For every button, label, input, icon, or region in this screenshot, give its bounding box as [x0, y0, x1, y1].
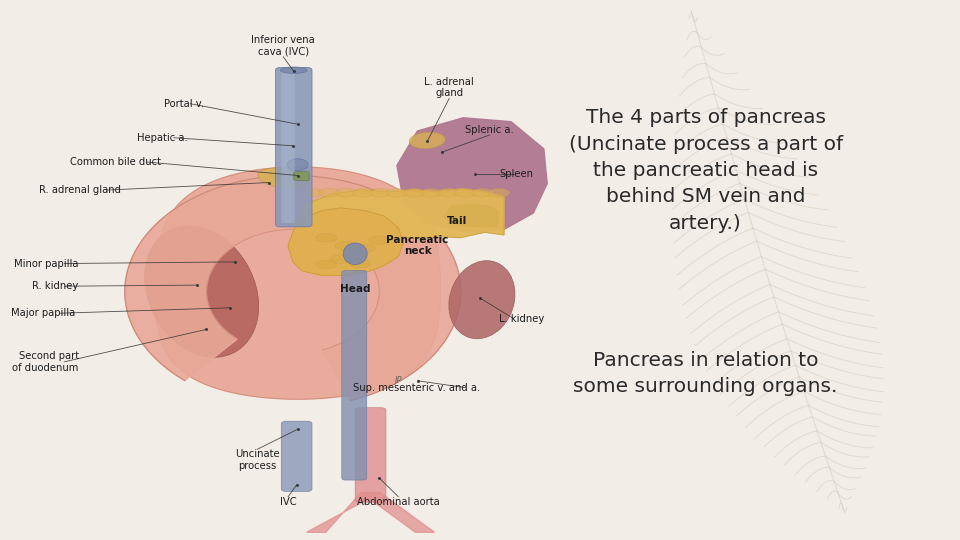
- Polygon shape: [288, 208, 403, 275]
- Ellipse shape: [352, 188, 373, 197]
- Ellipse shape: [316, 233, 337, 242]
- FancyBboxPatch shape: [281, 421, 312, 491]
- Text: R. kidney: R. kidney: [33, 281, 79, 291]
- Text: Pancreas in relation to
some surrounding organs.: Pancreas in relation to some surrounding…: [573, 351, 838, 396]
- Text: Tail: Tail: [446, 217, 468, 226]
- FancyBboxPatch shape: [276, 68, 312, 227]
- Polygon shape: [444, 204, 499, 227]
- Ellipse shape: [354, 244, 375, 253]
- Ellipse shape: [301, 188, 323, 197]
- Ellipse shape: [455, 188, 476, 197]
- Text: Common bile duct: Common bile duct: [70, 157, 161, 167]
- FancyBboxPatch shape: [281, 71, 295, 223]
- Text: Splenic a.: Splenic a.: [466, 125, 514, 135]
- Ellipse shape: [287, 159, 308, 171]
- Ellipse shape: [403, 188, 424, 197]
- Text: Major papilla: Major papilla: [11, 308, 75, 318]
- Ellipse shape: [316, 260, 337, 269]
- Ellipse shape: [335, 188, 356, 197]
- Ellipse shape: [330, 255, 351, 264]
- Ellipse shape: [349, 259, 371, 268]
- Text: Uncinate
process: Uncinate process: [235, 449, 279, 471]
- Text: L. adrenal
gland: L. adrenal gland: [424, 77, 474, 98]
- Text: Abdominal aorta: Abdominal aorta: [357, 497, 440, 507]
- Ellipse shape: [387, 188, 408, 197]
- Ellipse shape: [257, 168, 309, 188]
- FancyBboxPatch shape: [294, 172, 309, 180]
- FancyBboxPatch shape: [342, 271, 367, 480]
- Ellipse shape: [335, 241, 356, 250]
- Ellipse shape: [438, 188, 459, 197]
- Text: Head: Head: [340, 284, 371, 294]
- Ellipse shape: [369, 236, 390, 245]
- Text: Minor papilla: Minor papilla: [14, 259, 79, 268]
- Polygon shape: [125, 176, 461, 401]
- Text: Second part
of duodenum: Second part of duodenum: [12, 351, 79, 373]
- Text: Inferior vena
cava (IVC): Inferior vena cava (IVC): [252, 35, 315, 57]
- Ellipse shape: [344, 243, 368, 265]
- Text: Pancreatic
neck: Pancreatic neck: [387, 235, 448, 256]
- FancyBboxPatch shape: [58, 16, 538, 518]
- Polygon shape: [306, 492, 380, 532]
- Ellipse shape: [489, 188, 510, 197]
- Polygon shape: [302, 189, 504, 239]
- Ellipse shape: [449, 261, 515, 339]
- Ellipse shape: [409, 132, 445, 149]
- Polygon shape: [361, 492, 435, 532]
- Polygon shape: [396, 118, 547, 232]
- Ellipse shape: [280, 67, 307, 73]
- Ellipse shape: [145, 226, 258, 357]
- Ellipse shape: [471, 188, 492, 197]
- Text: Hepatic a.: Hepatic a.: [137, 133, 188, 143]
- Ellipse shape: [319, 188, 340, 197]
- Text: Spleen: Spleen: [499, 169, 533, 179]
- Text: IVC: IVC: [279, 497, 297, 507]
- Text: Portal v.: Portal v.: [164, 99, 204, 109]
- Text: The 4 parts of pancreas
(Uncinate process a part of
the pancreatic head is
behin: The 4 parts of pancreas (Uncinate proces…: [568, 108, 843, 233]
- Text: Sup. mesenteric v. and a.: Sup. mesenteric v. and a.: [352, 383, 480, 393]
- FancyBboxPatch shape: [355, 408, 386, 502]
- Text: L. kidney: L. kidney: [499, 314, 544, 323]
- Text: R. adrenal gland: R. adrenal gland: [39, 185, 121, 195]
- Ellipse shape: [420, 188, 442, 197]
- Text: JP: JP: [395, 376, 402, 385]
- Polygon shape: [155, 167, 441, 399]
- Ellipse shape: [370, 188, 391, 197]
